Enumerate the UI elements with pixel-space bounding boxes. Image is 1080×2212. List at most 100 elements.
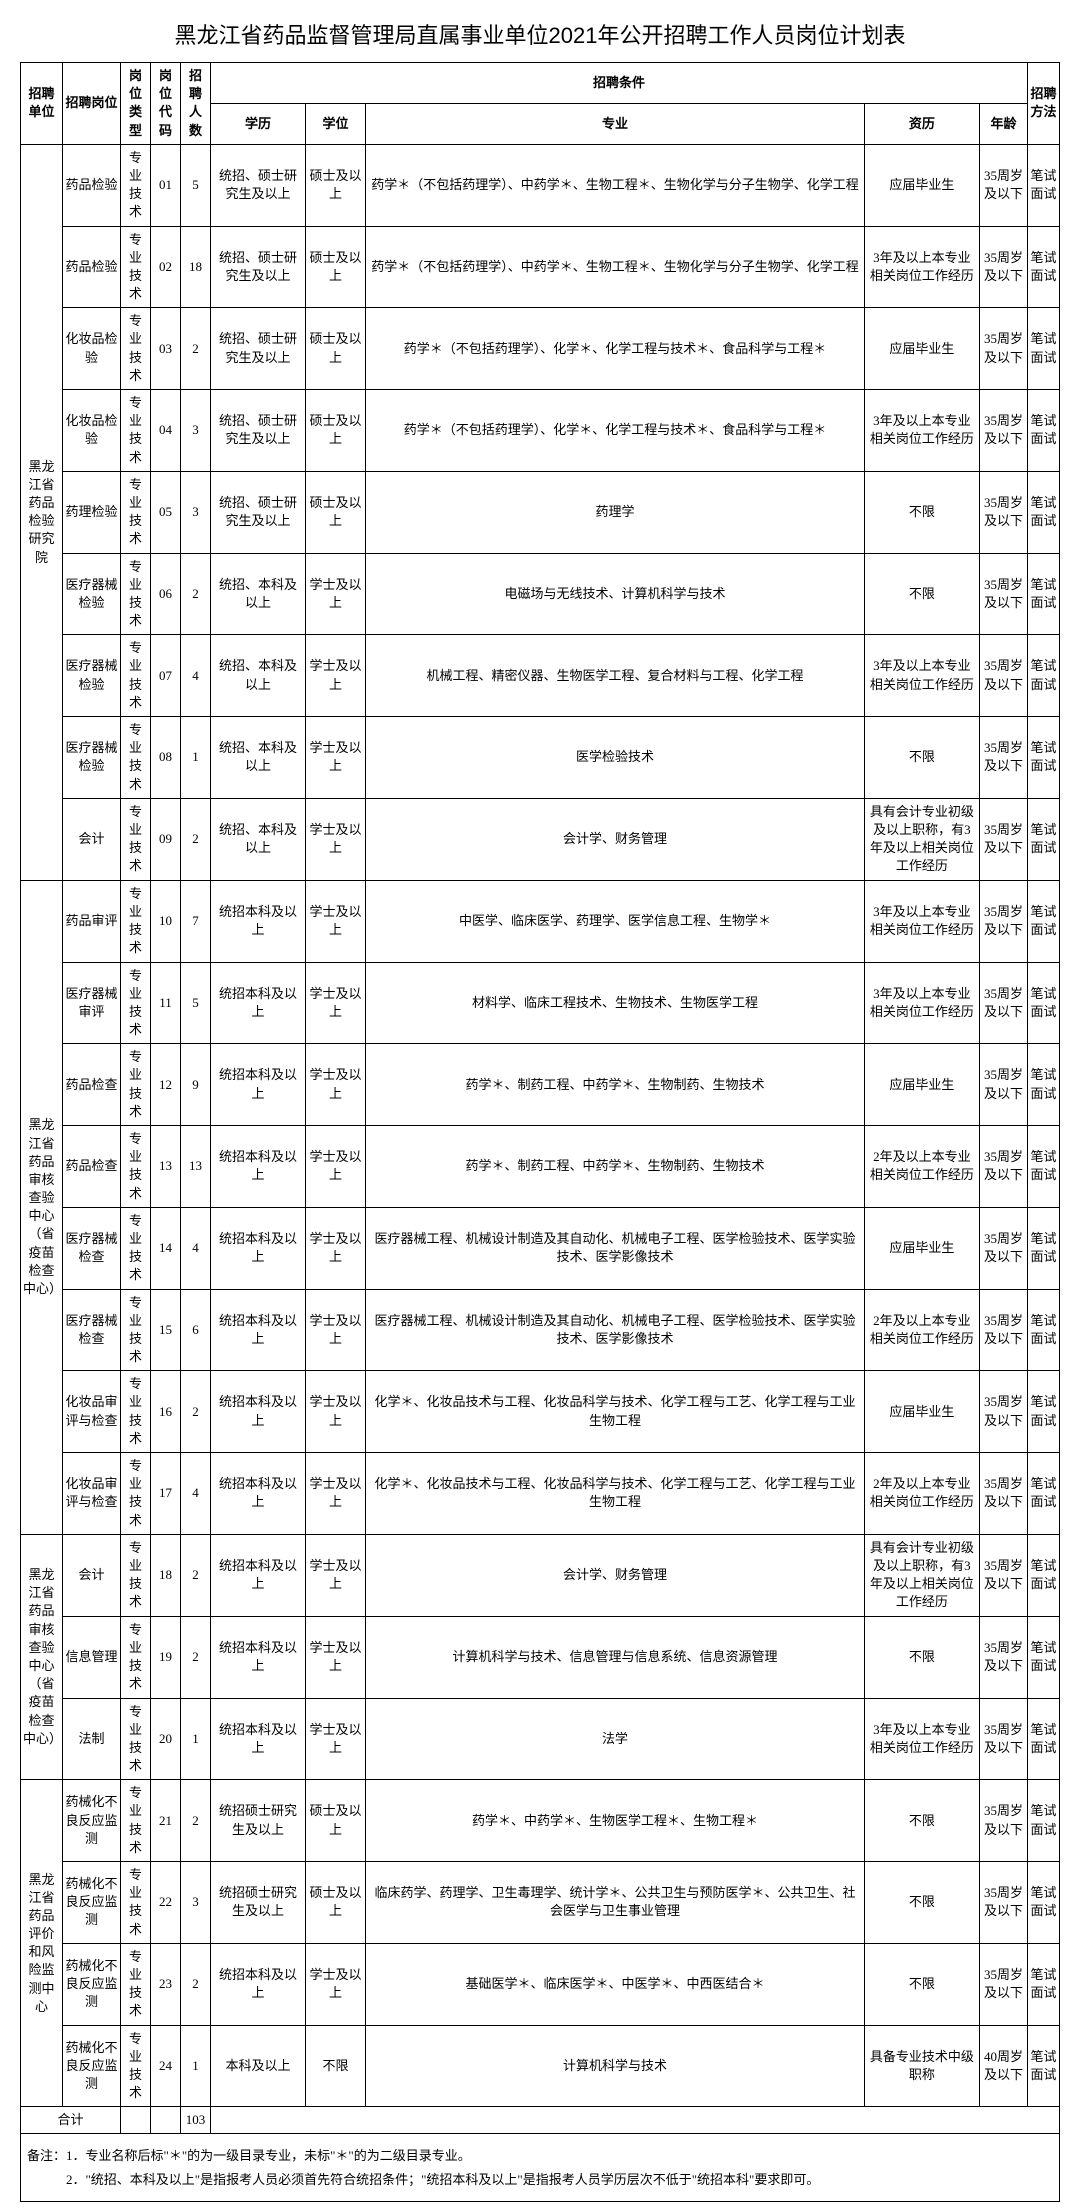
cell-type: 专业技术 [121,1371,151,1453]
cell-count: 4 [181,635,211,717]
cell-major: 药学＊、中药学＊、生物医学工程＊、生物工程＊ [366,1780,865,1862]
cell-type: 专业技术 [121,962,151,1044]
table-row: 医疗器械检验专业技术081统招、本科及以上学士及以上医学检验技术不限35周岁及以… [21,717,1060,799]
header-row-1: 招聘单位 招聘岗位 岗位类型 岗位代码 招聘人数 招聘条件 招聘方法 [21,63,1060,104]
cell-type: 专业技术 [121,1943,151,2025]
cell-exp: 3年及以上本专业相关岗位工作经历 [864,1698,979,1780]
cell-degree: 硕士及以上 [306,226,366,308]
cell-age: 35周岁及以下 [979,635,1027,717]
cell-unit: 黑龙江省药品检验研究院 [21,144,63,880]
cell-count: 5 [181,962,211,1044]
th-code: 岗位代码 [151,63,181,145]
cell-age: 35周岁及以下 [979,1453,1027,1535]
cell-method: 笔试面试 [1028,1453,1060,1535]
cell-major: 药学＊、制药工程、中药学＊、生物制药、生物技术 [366,1126,865,1208]
table-row: 信息管理专业技术192统招本科及以上学士及以上计算机科学与技术、信息管理与信息系… [21,1616,1060,1698]
cell-edu: 统招、本科及以上 [211,553,306,635]
cell-age: 35周岁及以下 [979,390,1027,472]
th-method: 招聘方法 [1028,63,1060,145]
cell-exp: 具有会计专业初级及以上职称，有3年及以上相关岗位工作经历 [864,798,979,880]
cell-age: 35周岁及以下 [979,226,1027,308]
cell-exp: 不限 [864,471,979,553]
cell-degree: 学士及以上 [306,798,366,880]
cell-type: 专业技术 [121,717,151,799]
cell-degree: 学士及以上 [306,962,366,1044]
cell-method: 笔试面试 [1028,1534,1060,1616]
cell-type: 专业技术 [121,308,151,390]
cell-age: 35周岁及以下 [979,1289,1027,1371]
table-row: 黑龙江省药品评价和风险监测中心药械化不良反应监测专业技术212统招硕士研究生及以… [21,1780,1060,1862]
cell-code: 16 [151,1371,181,1453]
cell-major: 医学检验技术 [366,717,865,799]
cell-type: 专业技术 [121,1862,151,1944]
cell-degree: 学士及以上 [306,1371,366,1453]
cell-count: 18 [181,226,211,308]
cell-post: 化妆品检验 [63,390,121,472]
cell-count: 2 [181,553,211,635]
cell-edu: 统招硕士研究生及以上 [211,1862,306,1944]
cell-code: 23 [151,1943,181,2025]
note-2: 2．"统招、本科及以上"是指报考人员必须首先符合统招条件；"统招本科及以上"是指… [66,2172,819,2187]
cell-edu: 统招本科及以上 [211,1453,306,1535]
th-exp: 资历 [864,103,979,144]
cell-method: 笔试面试 [1028,1698,1060,1780]
cell-type: 专业技术 [121,390,151,472]
cell-degree: 硕士及以上 [306,308,366,390]
table-row: 药品检查专业技术129统招本科及以上学士及以上药学＊、制药工程、中药学＊、生物制… [21,1044,1060,1126]
cell-type: 专业技术 [121,1289,151,1371]
cell-method: 笔试面试 [1028,1862,1060,1944]
cell-type: 专业技术 [121,1453,151,1535]
cell-post: 药品检验 [63,226,121,308]
cell-edu: 统招、硕士研究生及以上 [211,390,306,472]
cell-post: 药品检查 [63,1126,121,1208]
page-title: 黑龙江省药品监督管理局直属事业单位2021年公开招聘工作人员岗位计划表 [20,10,1060,62]
cell-degree: 学士及以上 [306,1126,366,1208]
table-row: 药械化不良反应监测专业技术232统招本科及以上学士及以上基础医学＊、临床医学＊、… [21,1943,1060,2025]
cell-exp: 不限 [864,1862,979,1944]
cell-type: 专业技术 [121,1698,151,1780]
cell-major: 会计学、财务管理 [366,1534,865,1616]
cell-exp: 3年及以上本专业相关岗位工作经历 [864,226,979,308]
cell-degree: 硕士及以上 [306,471,366,553]
th-edu: 学历 [211,103,306,144]
cell-type: 专业技术 [121,1207,151,1289]
cell-count: 9 [181,1044,211,1126]
cell-exp: 应届毕业生 [864,1207,979,1289]
cell-code: 09 [151,798,181,880]
cell-major: 机械工程、精密仪器、生物医学工程、复合材料与工程、化学工程 [366,635,865,717]
cell-total-label: 合计 [21,2107,121,2134]
cell-degree: 硕士及以上 [306,390,366,472]
cell-major: 中医学、临床医学、药理学、医学信息工程、生物学＊ [366,880,865,962]
cell-method: 笔试面试 [1028,717,1060,799]
cell-edu: 统招本科及以上 [211,1126,306,1208]
table-row: 药品检查专业技术1313统招本科及以上学士及以上药学＊、制药工程、中药学＊、生物… [21,1126,1060,1208]
table-row: 化妆品检验专业技术043统招、硕士研究生及以上硕士及以上药学＊（不包括药理学）、… [21,390,1060,472]
th-post: 招聘岗位 [63,63,121,145]
table-row: 医疗器械检查专业技术144统招本科及以上学士及以上医疗器械工程、机械设计制造及其… [21,1207,1060,1289]
cell-count: 13 [181,1126,211,1208]
cell-count: 4 [181,1453,211,1535]
cell-type: 专业技术 [121,226,151,308]
cell-edu: 统招本科及以上 [211,962,306,1044]
cell-degree: 学士及以上 [306,1534,366,1616]
cell-degree: 学士及以上 [306,635,366,717]
table-row: 化妆品检验专业技术032统招、硕士研究生及以上硕士及以上药学＊（不包括药理学）、… [21,308,1060,390]
cell-major: 电磁场与无线技术、计算机科学与技术 [366,553,865,635]
cell-age: 35周岁及以下 [979,1126,1027,1208]
cell-exp: 2年及以上本专业相关岗位工作经历 [864,1453,979,1535]
table-row: 医疗器械审评专业技术115统招本科及以上学士及以上材料学、临床工程技术、生物技术… [21,962,1060,1044]
cell-method: 笔试面试 [1028,635,1060,717]
cell-method: 笔试面试 [1028,1780,1060,1862]
cell-major: 临床药学、药理学、卫生毒理学、统计学＊、公共卫生与预防医学＊、公共卫生、社会医学… [366,1862,865,1944]
cell-degree: 学士及以上 [306,1616,366,1698]
cell-exp: 应届毕业生 [864,1044,979,1126]
cell-age: 35周岁及以下 [979,1698,1027,1780]
cell-type: 专业技术 [121,1616,151,1698]
cell-post: 信息管理 [63,1616,121,1698]
cell-code: 03 [151,308,181,390]
cell-post: 药品检验 [63,144,121,226]
table-row: 药理检验专业技术053统招、硕士研究生及以上硕士及以上药理学不限35周岁及以下笔… [21,471,1060,553]
cell-edu: 统招本科及以上 [211,880,306,962]
table-row: 化妆品审评与检查专业技术162统招本科及以上学士及以上化学＊、化妆品技术与工程、… [21,1371,1060,1453]
cell-count: 4 [181,1207,211,1289]
